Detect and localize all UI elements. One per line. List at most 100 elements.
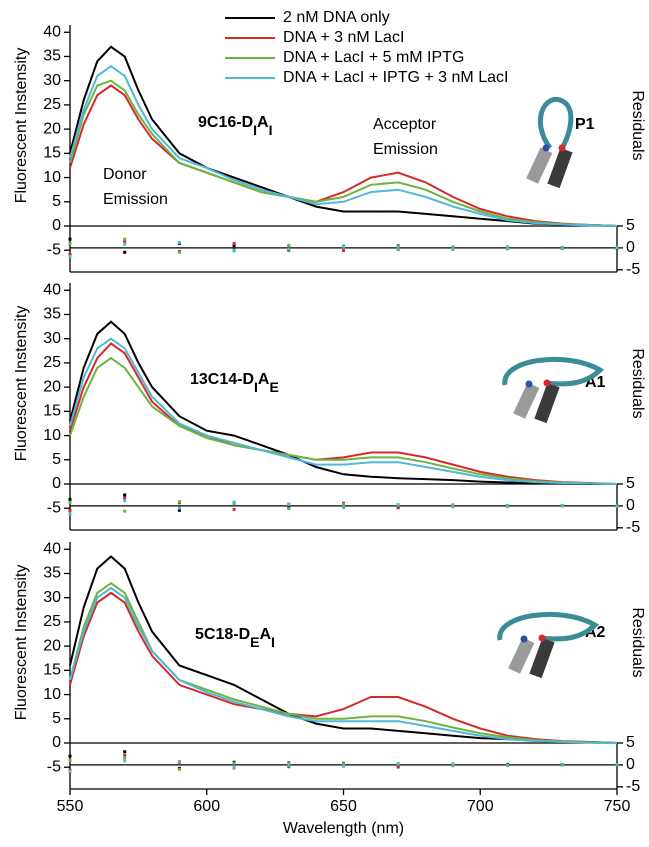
residual-point [232, 502, 236, 506]
residual-point [232, 507, 236, 511]
residual-point [506, 245, 510, 249]
residual-point [232, 500, 236, 504]
residual-point [342, 244, 345, 248]
y-tick-label: 35 [43, 565, 61, 582]
y-axis-label: Fluorescent Instensity [13, 48, 30, 204]
x-axis-label: Wavelength (nm) [283, 820, 404, 837]
residual-point [68, 769, 72, 773]
y-tick-label: -5 [47, 241, 61, 258]
protein-light [508, 637, 535, 674]
residual-point [451, 503, 455, 507]
y-tick-label: 5 [52, 451, 61, 468]
panel-label: 13C14-DIAE [190, 371, 279, 394]
spectrum-line [69, 342, 618, 485]
y-tick-label: 35 [43, 48, 61, 65]
label-text: 9C16-D [198, 114, 253, 131]
residual-point [342, 762, 345, 766]
residual-point [123, 237, 127, 241]
y-tick-label: 25 [43, 96, 61, 113]
label-text: 5C18-D [195, 626, 250, 643]
y-tick-label: 10 [43, 427, 61, 444]
residual-point [506, 504, 510, 508]
residual-point [68, 759, 72, 763]
residual-point [123, 753, 127, 757]
y-tick-label: 25 [43, 613, 61, 630]
y-tick-label: 30 [43, 330, 61, 347]
residual-point [342, 503, 345, 507]
label-subscript: I [271, 634, 275, 650]
residual-point [232, 249, 236, 253]
residual-point [68, 508, 72, 512]
annotation: Donor [103, 166, 147, 183]
residual-point [123, 509, 127, 513]
y2-tick-label: -5 [626, 261, 640, 278]
y-tick-label: 10 [43, 169, 61, 186]
y-tick-label: 20 [43, 120, 61, 137]
protein-light [526, 147, 553, 184]
residual-point [68, 255, 72, 259]
y-tick-label: 25 [43, 354, 61, 371]
residual-point [232, 766, 236, 770]
annotation: Acceptor [373, 116, 437, 133]
y-tick-label: 5 [52, 710, 61, 727]
residual-point [396, 762, 400, 766]
y-tick-label: 40 [43, 23, 61, 40]
y-axis-label: Fluorescent Instensity [13, 565, 30, 721]
panel-label: 9C16-DIAI [198, 114, 272, 137]
residual-point [287, 764, 291, 768]
residual-point [287, 243, 291, 247]
y-tick-label: 5 [52, 193, 61, 210]
dna-icon [502, 356, 605, 424]
residual-point [232, 242, 236, 246]
y2-axis-label: Residuals [629, 607, 646, 677]
y2-tick-label: 5 [626, 475, 635, 492]
label-subscript: I [254, 379, 258, 395]
acceptor-dye [558, 144, 566, 152]
y-tick-label: 20 [43, 378, 61, 395]
label-text: A [258, 371, 270, 388]
dna-loop [502, 356, 605, 387]
residual-point [123, 750, 127, 754]
spectrum-line [69, 337, 618, 485]
residual-point [451, 247, 455, 251]
legend-label: 2 nM DNA only [283, 9, 390, 26]
y-tick-label: 10 [43, 686, 61, 703]
x-tick-label: 700 [467, 798, 494, 815]
label-text: 13C14-D [190, 371, 254, 388]
residual-point [615, 762, 619, 766]
residual-point [287, 762, 291, 766]
y-tick-label: 15 [43, 145, 61, 162]
residual-point [68, 754, 72, 758]
y-axis-label: Fluorescent Instensity [13, 306, 30, 462]
y-tick-label: 20 [43, 637, 61, 654]
spectrum-line [69, 79, 618, 227]
residual-point [177, 506, 181, 510]
residual-point [287, 507, 291, 511]
panel-label: 5C18-DEAI [195, 626, 275, 649]
construct-label: P1 [575, 116, 595, 133]
donor-dye [542, 144, 550, 152]
label-subscript: E [250, 634, 259, 650]
residual-point [232, 244, 236, 248]
y-tick-label: 15 [43, 662, 61, 679]
legend-label: DNA + LacI + 5 mM IPTG [283, 49, 464, 66]
residual-point [68, 237, 72, 241]
residual-point [287, 503, 291, 507]
residual-point [123, 499, 127, 503]
y-tick-label: 35 [43, 306, 61, 323]
residual-point [560, 763, 564, 767]
y2-tick-label: 0 [626, 756, 635, 773]
y-tick-label: 40 [43, 281, 61, 298]
residual-point [560, 503, 564, 507]
y2-axis-label: Residuals [629, 348, 646, 418]
residual-point [396, 248, 400, 252]
acceptor-dye [543, 379, 551, 387]
y-tick-label: 0 [52, 475, 61, 492]
y2-tick-label: 0 [626, 239, 635, 256]
protein-light [513, 382, 540, 419]
protein-dark [529, 637, 555, 679]
label-subscript: I [253, 122, 257, 138]
residual-point [123, 239, 127, 243]
dna-icon [497, 611, 600, 679]
y-tick-label: 15 [43, 403, 61, 420]
